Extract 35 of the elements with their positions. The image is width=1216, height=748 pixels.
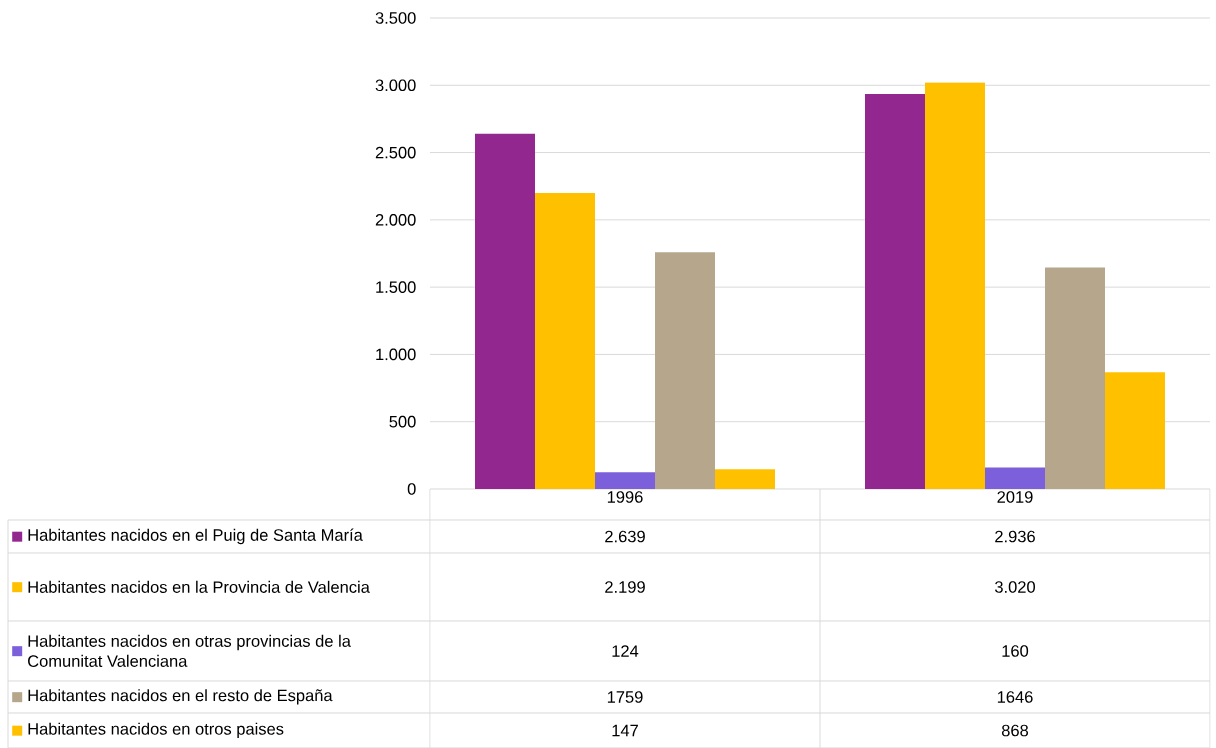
bar [1045,267,1105,489]
data-label: 2.199 [605,580,645,593]
data-label: 160 [1002,644,1029,657]
data-label: 3.020 [994,580,1035,593]
y-tick-label: 1.500 [376,281,416,293]
x-tick-label: 1996 [607,490,643,503]
legend-label: Habitantes nacidos en otros paises [28,722,284,738]
bar [535,192,595,489]
data-label: 124 [612,644,639,657]
bar [1105,371,1165,489]
bar [925,82,985,489]
data-label: 2.936 [995,530,1035,543]
bar [655,252,715,489]
legend-label: Habitantes nacidos en el Puig de Santa María [28,528,363,544]
y-tick-label: 3.000 [375,79,416,91]
bar [715,468,775,489]
y-tick-label: 3.500 [375,11,416,24]
y-tick-label: 2.500 [375,146,416,159]
bar [475,133,535,489]
bar [595,472,655,489]
y-tick-label: 0 [407,482,416,495]
y-tick-label: 2.000 [375,213,416,226]
bar [865,93,925,489]
data-label: 1646 [997,690,1033,703]
data-label: 147 [612,724,638,736]
y-tick-label: 500 [389,415,416,428]
y-tick-label: 1.000 [376,348,416,361]
x-tick-label: 2019 [997,490,1033,503]
data-label: 1759 [607,690,643,703]
bar [985,467,1045,489]
legend-label: Habitantes nacidos en la Provincia de Valencia [28,580,370,593]
data-label: 868 [1001,724,1029,737]
data-label: 2.639 [605,530,645,543]
legend-label: Habitantes nacidos en otras provincias de la Comunitat Valenciana [28,634,351,667]
legend-label: Habitantes nacidos en el resto de España [28,688,333,705]
